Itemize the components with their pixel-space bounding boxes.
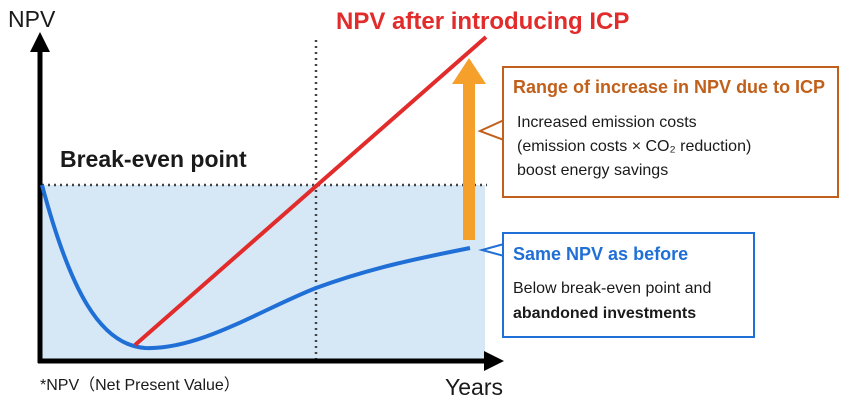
same-npv-line: Below break-even point and	[513, 280, 712, 297]
orange-callout-pointer	[477, 118, 505, 142]
icp-increase-line: boost energy savings	[517, 162, 669, 179]
npv-after-icp-line	[133, 35, 488, 347]
x-axis-arrowhead	[484, 351, 504, 371]
increase-arrow-head	[452, 58, 486, 84]
blue-callout-pointer	[478, 242, 505, 258]
npv-footnote: *NPV（Net Present Value）	[40, 377, 240, 394]
same-npv-line: abandoned investments	[513, 305, 697, 322]
same-npv-title: Same NPV as before	[513, 244, 689, 264]
x-axis-label: Years	[445, 374, 503, 400]
icp-increase-line: Increased emission costs	[517, 114, 697, 131]
npv-after-icp-label: NPV after introducing ICP	[336, 8, 630, 35]
npv-before-curve	[40, 184, 471, 351]
icp-increase-line: (emission costs × CO₂ reduction)	[517, 138, 752, 155]
icp-increase-callout: Range of increase in NPV due to ICP Incr…	[502, 66, 839, 198]
y-axis-arrowhead	[30, 32, 50, 52]
break-even-label: Break-even point	[60, 146, 247, 172]
increase-arrow-shaft	[463, 82, 475, 240]
y-axis-label: NPV	[8, 6, 56, 32]
same-npv-callout: Same NPV as before Below break-even poin…	[502, 232, 755, 338]
below-break-even-area	[42, 185, 485, 361]
icp-increase-title: Range of increase in NPV due to ICP	[513, 77, 826, 97]
